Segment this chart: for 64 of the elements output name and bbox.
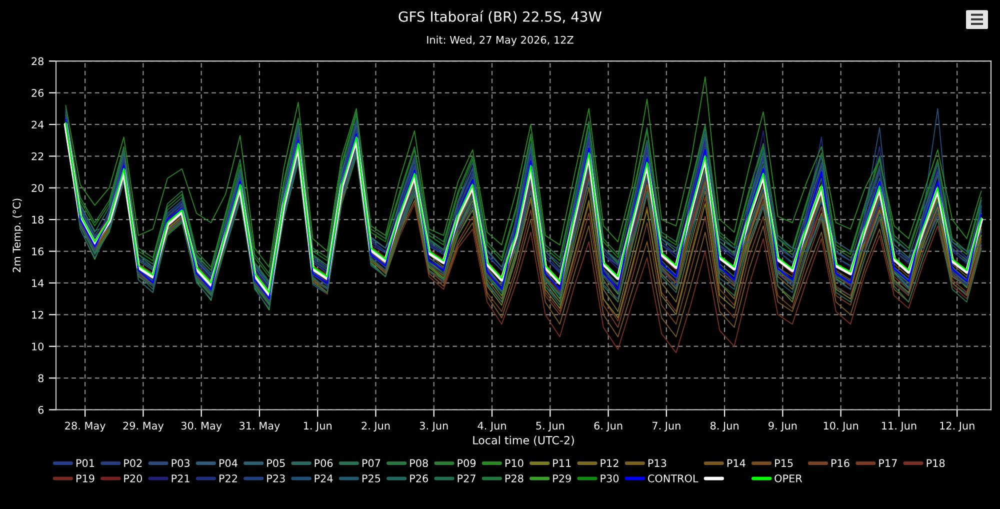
legend-label: CONTROL <box>648 474 698 482</box>
legend-label: P01 <box>76 459 94 468</box>
legend-label: P23 <box>267 474 285 482</box>
legend-label: P04 <box>219 459 238 468</box>
legend-label: P30 <box>600 474 619 482</box>
legend-label: P25 <box>362 474 380 482</box>
chart-subtitle: Init: Wed, 27 May 2026, 12Z <box>427 36 574 46</box>
x-tick-label: 6. Jun <box>594 422 622 432</box>
y-tick-label: 26 <box>32 89 44 97</box>
x-tick-label: 2. Jun <box>362 422 390 432</box>
x-tick-label: 12. Jun <box>940 422 974 432</box>
legend-label: OPER <box>774 474 802 482</box>
y-tick-label: 10 <box>32 342 44 350</box>
x-tick-label: 11. Jun <box>882 422 916 432</box>
y-tick-label: 22 <box>32 152 44 160</box>
x-tick-label: 3. Jun <box>420 422 448 432</box>
x-tick-label: 31. May <box>240 422 280 432</box>
legend-label: P10 <box>505 459 524 468</box>
x-tick-label: 8. Jun <box>710 422 738 432</box>
x-axis-title: Local time (UTC-2) <box>473 436 574 446</box>
legend-label: P06 <box>314 459 333 468</box>
legend-label: P07 <box>362 459 380 468</box>
legend-label: P26 <box>410 474 428 482</box>
x-tick-label: 28. May <box>65 422 106 432</box>
legend-label: P14 <box>727 459 746 467</box>
legend-label: P28 <box>505 474 524 482</box>
x-tick-label: 30. May <box>181 422 222 432</box>
x-tick-label: 10. Jun <box>824 422 858 432</box>
y-tick-label: 16 <box>32 247 44 256</box>
y-tick-label: 24 <box>32 120 44 128</box>
legend-label: P19 <box>76 474 94 482</box>
x-tick-label: 1. Jun <box>304 422 332 432</box>
x-tick-label: 7. Jun <box>652 422 680 432</box>
y-tick-label: 18 <box>32 216 44 224</box>
legend-label: P02 <box>124 459 142 468</box>
legend-label: P27 <box>458 474 476 482</box>
legend-label: P09 <box>458 459 476 468</box>
y-tick-label: 20 <box>32 184 44 192</box>
x-tick-label: 5. Jun <box>536 422 564 432</box>
legend-label: P05 <box>267 459 285 468</box>
y-tick-label: 8 <box>38 374 44 382</box>
legend-label: P15 <box>775 459 793 468</box>
legend-label: P11 <box>553 459 571 467</box>
legend-label: P22 <box>219 474 237 482</box>
legend-label: P13 <box>648 459 666 468</box>
legend-label: P18 <box>926 459 945 468</box>
legend-label: P08 <box>410 459 428 468</box>
y-tick-label: 14 <box>32 279 44 287</box>
y-tick-label: 12 <box>32 310 44 319</box>
chart-title: GFS Itaboraí (BR) 22.5S, 43W <box>398 10 602 24</box>
legend-label: P16 <box>832 459 850 468</box>
x-tick-label: 4. Jun <box>478 422 506 432</box>
legend-label: P12 <box>600 459 618 467</box>
legend-label: P24 <box>314 474 333 482</box>
legend-label: P21 <box>172 474 190 482</box>
y-tick-label: 28 <box>32 57 44 66</box>
legend-label: P03 <box>172 459 190 468</box>
y-tick-label: 6 <box>38 406 44 414</box>
legend-label: P20 <box>124 474 142 482</box>
legend-label: P29 <box>553 474 571 482</box>
x-tick-label: 29. May <box>123 422 164 432</box>
legend-label: P17 <box>879 459 897 467</box>
y-axis-title: 2m Temp. (°C) <box>12 198 23 272</box>
x-tick-label: 9. Jun <box>768 422 797 432</box>
